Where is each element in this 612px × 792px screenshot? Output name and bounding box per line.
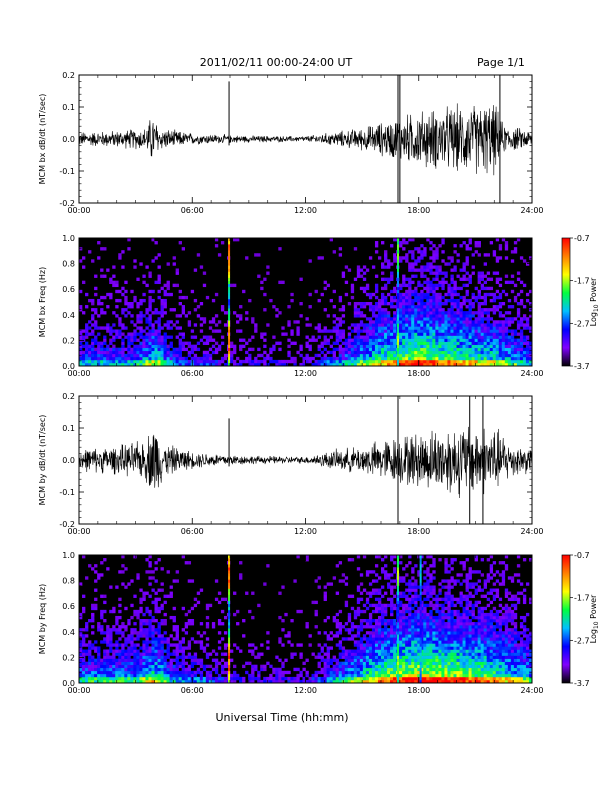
y-tick-label: -0.1 <box>59 167 75 176</box>
colorbar-tick-label: -2.7 <box>574 319 590 328</box>
page-title: 2011/02/11 00:00-24:00 UT <box>200 56 353 69</box>
spectrogram-vline-3 <box>419 555 422 684</box>
colorbar-tick-label: -2.7 <box>574 636 590 645</box>
colorbar-tick-label: -0.7 <box>574 551 590 560</box>
y-tick-label: 0.6 <box>62 285 75 294</box>
x-tick-label: 06:00 <box>181 369 204 378</box>
x-tick-label: 18:00 <box>407 686 430 695</box>
y-tick-label: 0.0 <box>62 456 75 465</box>
y-tick-label: 0.1 <box>62 424 75 433</box>
panels: -0.2 -0.1 0.0 0.1 0.2 00:00 06:00 12:00 18:00 24:… <box>38 71 600 695</box>
y-tick-label: 0.4 <box>62 311 75 320</box>
y-tick-label: 0.6 <box>62 602 75 611</box>
colorbar-tick-label: -0.7 <box>574 234 590 243</box>
x-tick-label: 12:00 <box>294 686 317 695</box>
spectrogram-vline-2 <box>396 238 399 367</box>
y-tick-label: 0.8 <box>62 260 75 269</box>
x-tick-label: 18:00 <box>407 206 430 215</box>
panel-3: -0.2 -0.1 0.0 0.1 0.2 00:00 06:00 12:00 18:00 24:… <box>38 392 544 536</box>
x-tick-label: 00:00 <box>67 686 90 695</box>
x-tick-label: 24:00 <box>520 686 543 695</box>
y-tick-label: 0.8 <box>62 577 75 586</box>
x-tick-label: 00:00 <box>67 206 90 215</box>
panel-4: -0.7 -1.7 -2.7 -3.7 Log10 Power 0.0 0.2 0.4 0.6 0… <box>38 551 600 695</box>
x-tick-label: 06:00 <box>181 686 204 695</box>
x-tick-label: 18:00 <box>407 369 430 378</box>
spectrogram-vline-1 <box>228 238 231 367</box>
spectrogram-vline-2 <box>396 555 399 684</box>
trace-line <box>78 426 533 499</box>
y-tick-label: 0.0 <box>62 362 75 371</box>
y-tick-label: -0.2 <box>59 520 75 529</box>
y-tick-label: 0.0 <box>62 135 75 144</box>
y-tick-label: 0.2 <box>62 392 75 401</box>
colorbar-tick-label: -3.7 <box>574 679 590 688</box>
x-tick-label: 12:00 <box>294 206 317 215</box>
y-tick-label: 0.0 <box>62 679 75 688</box>
trace-line <box>78 103 533 176</box>
y-tick-label: 0.2 <box>62 336 75 345</box>
spectrogram-vline-1 <box>228 555 231 684</box>
colorbar <box>561 554 571 684</box>
y-tick-label: -0.2 <box>59 199 75 208</box>
y-tick-label: 0.2 <box>62 71 75 80</box>
x-tick-label: 24:00 <box>520 527 543 536</box>
panel-1: -0.2 -0.1 0.0 0.1 0.2 00:00 06:00 12:00 18:00 24:… <box>38 71 544 215</box>
y-tick-label: 0.1 <box>62 103 75 112</box>
x-tick-label: 24:00 <box>520 206 543 215</box>
y-axis-label: MCM bx Freq (Hz) <box>38 267 47 337</box>
x-tick-label: 24:00 <box>520 369 543 378</box>
x-tick-label: 06:00 <box>181 206 204 215</box>
colorbar-tick-label: -1.7 <box>574 277 590 286</box>
y-axis-label: MCM bx dB/dt (nT/sec) <box>38 94 47 185</box>
colorbar <box>561 237 571 367</box>
y-axis-label: MCM by Freq (Hz) <box>38 584 47 654</box>
y-tick-label: 1.0 <box>62 234 75 243</box>
page-number: Page 1/1 <box>477 56 525 69</box>
x-axis-title: Universal Time (hh:mm) <box>216 711 349 724</box>
y-tick-label: 0.4 <box>62 628 75 637</box>
colorbar-label: Log10 Power <box>589 594 600 643</box>
y-tick-label: 0.2 <box>62 653 75 662</box>
panel-2: -0.7 -1.7 -2.7 -3.7 Log10 Power 0.0 0.2 0.4 0.6 0… <box>38 234 600 378</box>
spectrogram-cells <box>79 238 533 367</box>
colorbar-tick-label: -1.7 <box>574 594 590 603</box>
x-tick-label: 06:00 <box>181 527 204 536</box>
x-tick-label: 12:00 <box>294 527 317 536</box>
x-tick-label: 18:00 <box>407 527 430 536</box>
y-tick-label: 1.0 <box>62 551 75 560</box>
colorbar-label: Log10 Power <box>589 277 600 326</box>
y-tick-label: -0.1 <box>59 488 75 497</box>
x-tick-label: 00:00 <box>67 369 90 378</box>
y-axis-label: MCM by dB/dt (nT/sec) <box>38 415 47 506</box>
colorbar-tick-label: -3.7 <box>574 362 590 371</box>
x-tick-label: 00:00 <box>67 527 90 536</box>
x-tick-label: 12:00 <box>294 369 317 378</box>
